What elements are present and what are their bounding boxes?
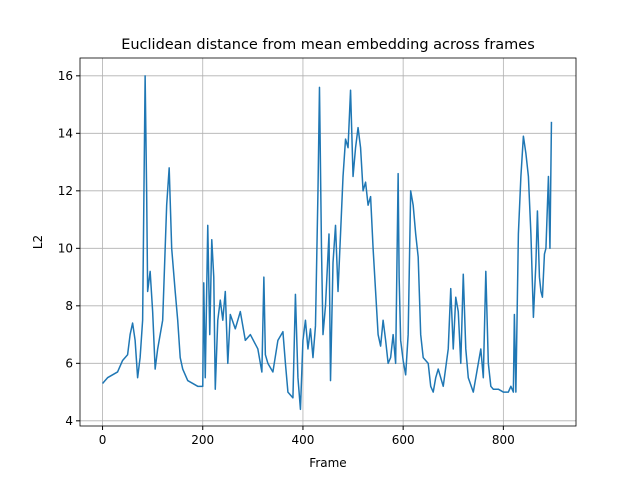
x-tick-label: 400 <box>291 433 314 447</box>
data-line <box>101 75 553 411</box>
x-axis-label: Frame <box>309 456 346 470</box>
chart-title: Euclidean distance from mean embedding a… <box>121 37 535 53</box>
y-tick-label: 14 <box>58 126 73 140</box>
y-tick-label: 16 <box>58 69 73 83</box>
x-tick-label: 0 <box>99 433 107 447</box>
x-tick-label: 200 <box>191 433 214 447</box>
y-tick-label: 6 <box>65 356 73 370</box>
x-tick-label: 600 <box>392 433 415 447</box>
y-axis-label: L2 <box>31 235 45 249</box>
y-tick-label: 12 <box>58 184 73 198</box>
y-tick-label: 4 <box>65 414 73 428</box>
x-tick-label: 800 <box>492 433 515 447</box>
y-tick-label: 8 <box>65 299 73 313</box>
y-tick-label: 10 <box>58 241 73 255</box>
plot-frame <box>79 57 577 427</box>
